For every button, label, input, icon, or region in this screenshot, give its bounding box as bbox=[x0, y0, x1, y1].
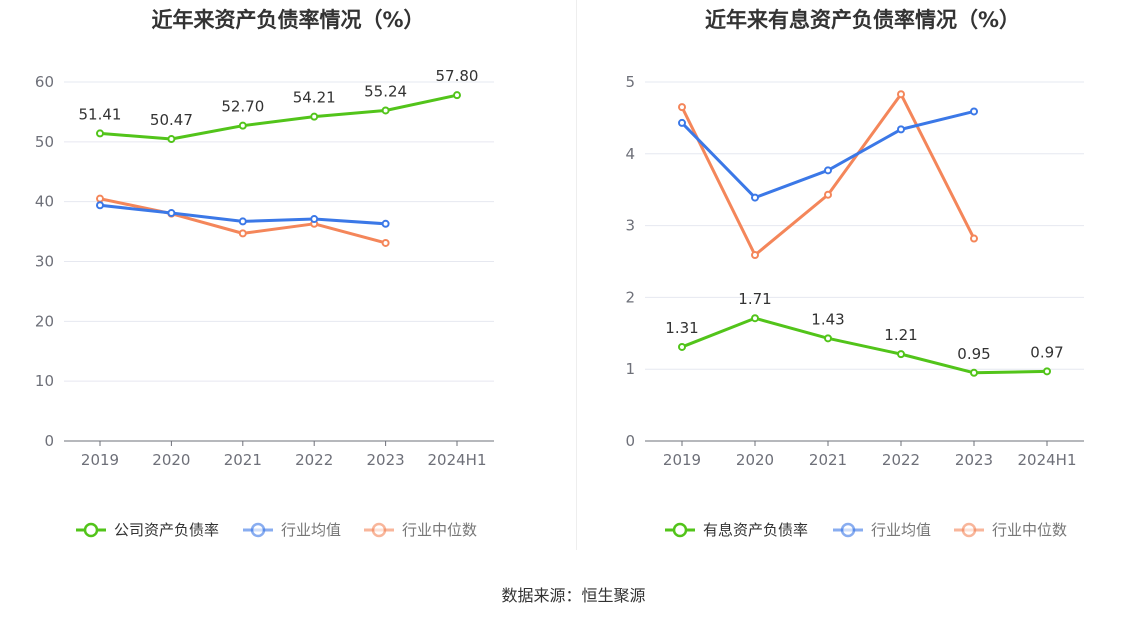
data-point bbox=[751, 193, 759, 202]
legend-label: 行业均值 bbox=[871, 521, 931, 539]
x-tick-label: 2019 bbox=[663, 451, 701, 469]
legend-label: 有息资产负债率 bbox=[703, 521, 808, 539]
x-tick-label: 2021 bbox=[809, 451, 847, 469]
data-point bbox=[238, 229, 247, 238]
data-label: 54.21 bbox=[293, 89, 336, 107]
data-point bbox=[167, 135, 176, 144]
legend-item[interactable]: 行业均值 bbox=[243, 521, 341, 539]
y-tick-label: 1 bbox=[625, 360, 635, 378]
legend-circle-marker bbox=[371, 522, 387, 538]
legend-circle-marker bbox=[672, 522, 688, 538]
legend-item[interactable]: 行业中位数 bbox=[364, 521, 477, 539]
x-tick-label: 2022 bbox=[295, 451, 333, 469]
y-tick-label: 3 bbox=[625, 217, 635, 235]
data-label: 1.71 bbox=[738, 290, 771, 308]
y-tick-label: 50 bbox=[35, 133, 54, 151]
series-line bbox=[681, 316, 1048, 375]
data-label: 55.24 bbox=[364, 82, 407, 100]
data-label: 1.43 bbox=[811, 310, 844, 328]
data-label: 57.80 bbox=[436, 67, 479, 85]
y-tick-label: 60 bbox=[35, 73, 54, 91]
data-point bbox=[751, 251, 759, 260]
x-tick-label: 2022 bbox=[882, 451, 920, 469]
data-point bbox=[824, 166, 832, 175]
data-point bbox=[310, 215, 319, 224]
data-point bbox=[897, 125, 905, 134]
data-point bbox=[381, 238, 390, 247]
data-label: 0.95 bbox=[957, 345, 990, 363]
legend-label: 行业中位数 bbox=[402, 521, 477, 539]
data-label: 52.70 bbox=[221, 98, 264, 116]
x-tick-label: 2021 bbox=[224, 451, 262, 469]
legend-item[interactable]: 行业中位数 bbox=[954, 521, 1067, 539]
data-label: 0.97 bbox=[1030, 343, 1063, 361]
y-tick-label: 40 bbox=[35, 193, 54, 211]
data-point bbox=[751, 314, 759, 323]
data-point bbox=[96, 201, 104, 210]
legend-item[interactable]: 行业均值 bbox=[833, 521, 931, 539]
legend-circle-marker bbox=[961, 522, 977, 538]
data-point bbox=[238, 217, 247, 226]
data-point bbox=[96, 129, 104, 138]
y-tick-label: 0 bbox=[44, 432, 54, 450]
data-label: 1.31 bbox=[665, 319, 698, 337]
chart-panel-interest-bearing-debt-ratio: 近年来有息资产负债率情况（%） 0 1 2 3 4 5 2019 2020 2021 2022 20… bbox=[578, 0, 1147, 560]
data-point bbox=[167, 209, 176, 218]
data-point bbox=[897, 350, 905, 359]
chart-panel-debt-ratio: 近年来资产负债率情况（%） 0 10 20 30 40 50 60 2019 2020 2021 2… bbox=[0, 0, 576, 560]
legend-circle-marker bbox=[840, 522, 856, 538]
data-label: 51.41 bbox=[79, 105, 122, 123]
legend-item[interactable]: 公司资产负债率 bbox=[76, 521, 219, 539]
series-line bbox=[99, 93, 458, 141]
legend-item[interactable]: 有息资产负债率 bbox=[665, 521, 808, 539]
x-tick-label: 2024H1 bbox=[428, 451, 487, 469]
y-tick-label: 20 bbox=[35, 312, 54, 330]
data-label: 1.21 bbox=[884, 326, 917, 344]
x-tick-label: 2023 bbox=[367, 451, 405, 469]
data-point bbox=[381, 219, 390, 228]
data-point bbox=[96, 194, 104, 203]
data-point bbox=[453, 91, 461, 100]
legend-circle-marker bbox=[250, 522, 266, 538]
data-point bbox=[238, 121, 247, 130]
x-tick-label: 2023 bbox=[955, 451, 993, 469]
x-tick-label: 2020 bbox=[736, 451, 774, 469]
chart-title: 近年来资产负债率情况（%） bbox=[151, 8, 425, 32]
data-point bbox=[970, 234, 978, 243]
data-point bbox=[310, 112, 319, 121]
panel-divider bbox=[576, 0, 577, 550]
x-tick-label: 2020 bbox=[152, 451, 190, 469]
legend-label: 行业均值 bbox=[281, 521, 341, 539]
data-point bbox=[678, 342, 686, 351]
data-source-note: 数据来源：恒生聚源 bbox=[501, 586, 646, 605]
data-label: 50.47 bbox=[150, 111, 193, 129]
y-tick-label: 10 bbox=[35, 372, 54, 390]
data-point bbox=[824, 334, 832, 343]
legend-label: 公司资产负债率 bbox=[114, 521, 219, 539]
data-point bbox=[1043, 367, 1051, 376]
series-line bbox=[680, 92, 976, 257]
legend-label: 行业中位数 bbox=[992, 521, 1067, 539]
legend-circle-marker bbox=[83, 522, 99, 538]
x-tick-label: 2024H1 bbox=[1018, 451, 1077, 469]
chart-interest-bearing-debt-ratio: 0 1 2 3 4 5 2019 2020 2021 2022 2023 2024H1 1.31 1.71… bbox=[625, 73, 1084, 539]
data-point bbox=[970, 368, 978, 377]
y-tick-label: 30 bbox=[35, 253, 54, 271]
data-point bbox=[897, 90, 905, 99]
y-tick-label: 2 bbox=[625, 288, 635, 306]
y-tick-label: 4 bbox=[625, 145, 635, 163]
data-point bbox=[678, 103, 686, 112]
x-tick-label: 2019 bbox=[81, 451, 119, 469]
chart-title: 近年来有息资产负债率情况（%） bbox=[704, 8, 1021, 32]
chart-debt-ratio: 0 10 20 30 40 50 60 2019 2020 2021 2022 2023 2024H1 5… bbox=[35, 67, 494, 539]
data-point bbox=[824, 190, 832, 199]
data-point bbox=[678, 118, 686, 127]
data-point bbox=[381, 106, 390, 115]
y-tick-label: 0 bbox=[625, 432, 635, 450]
y-tick-label: 5 bbox=[625, 73, 635, 91]
data-point bbox=[970, 107, 978, 116]
